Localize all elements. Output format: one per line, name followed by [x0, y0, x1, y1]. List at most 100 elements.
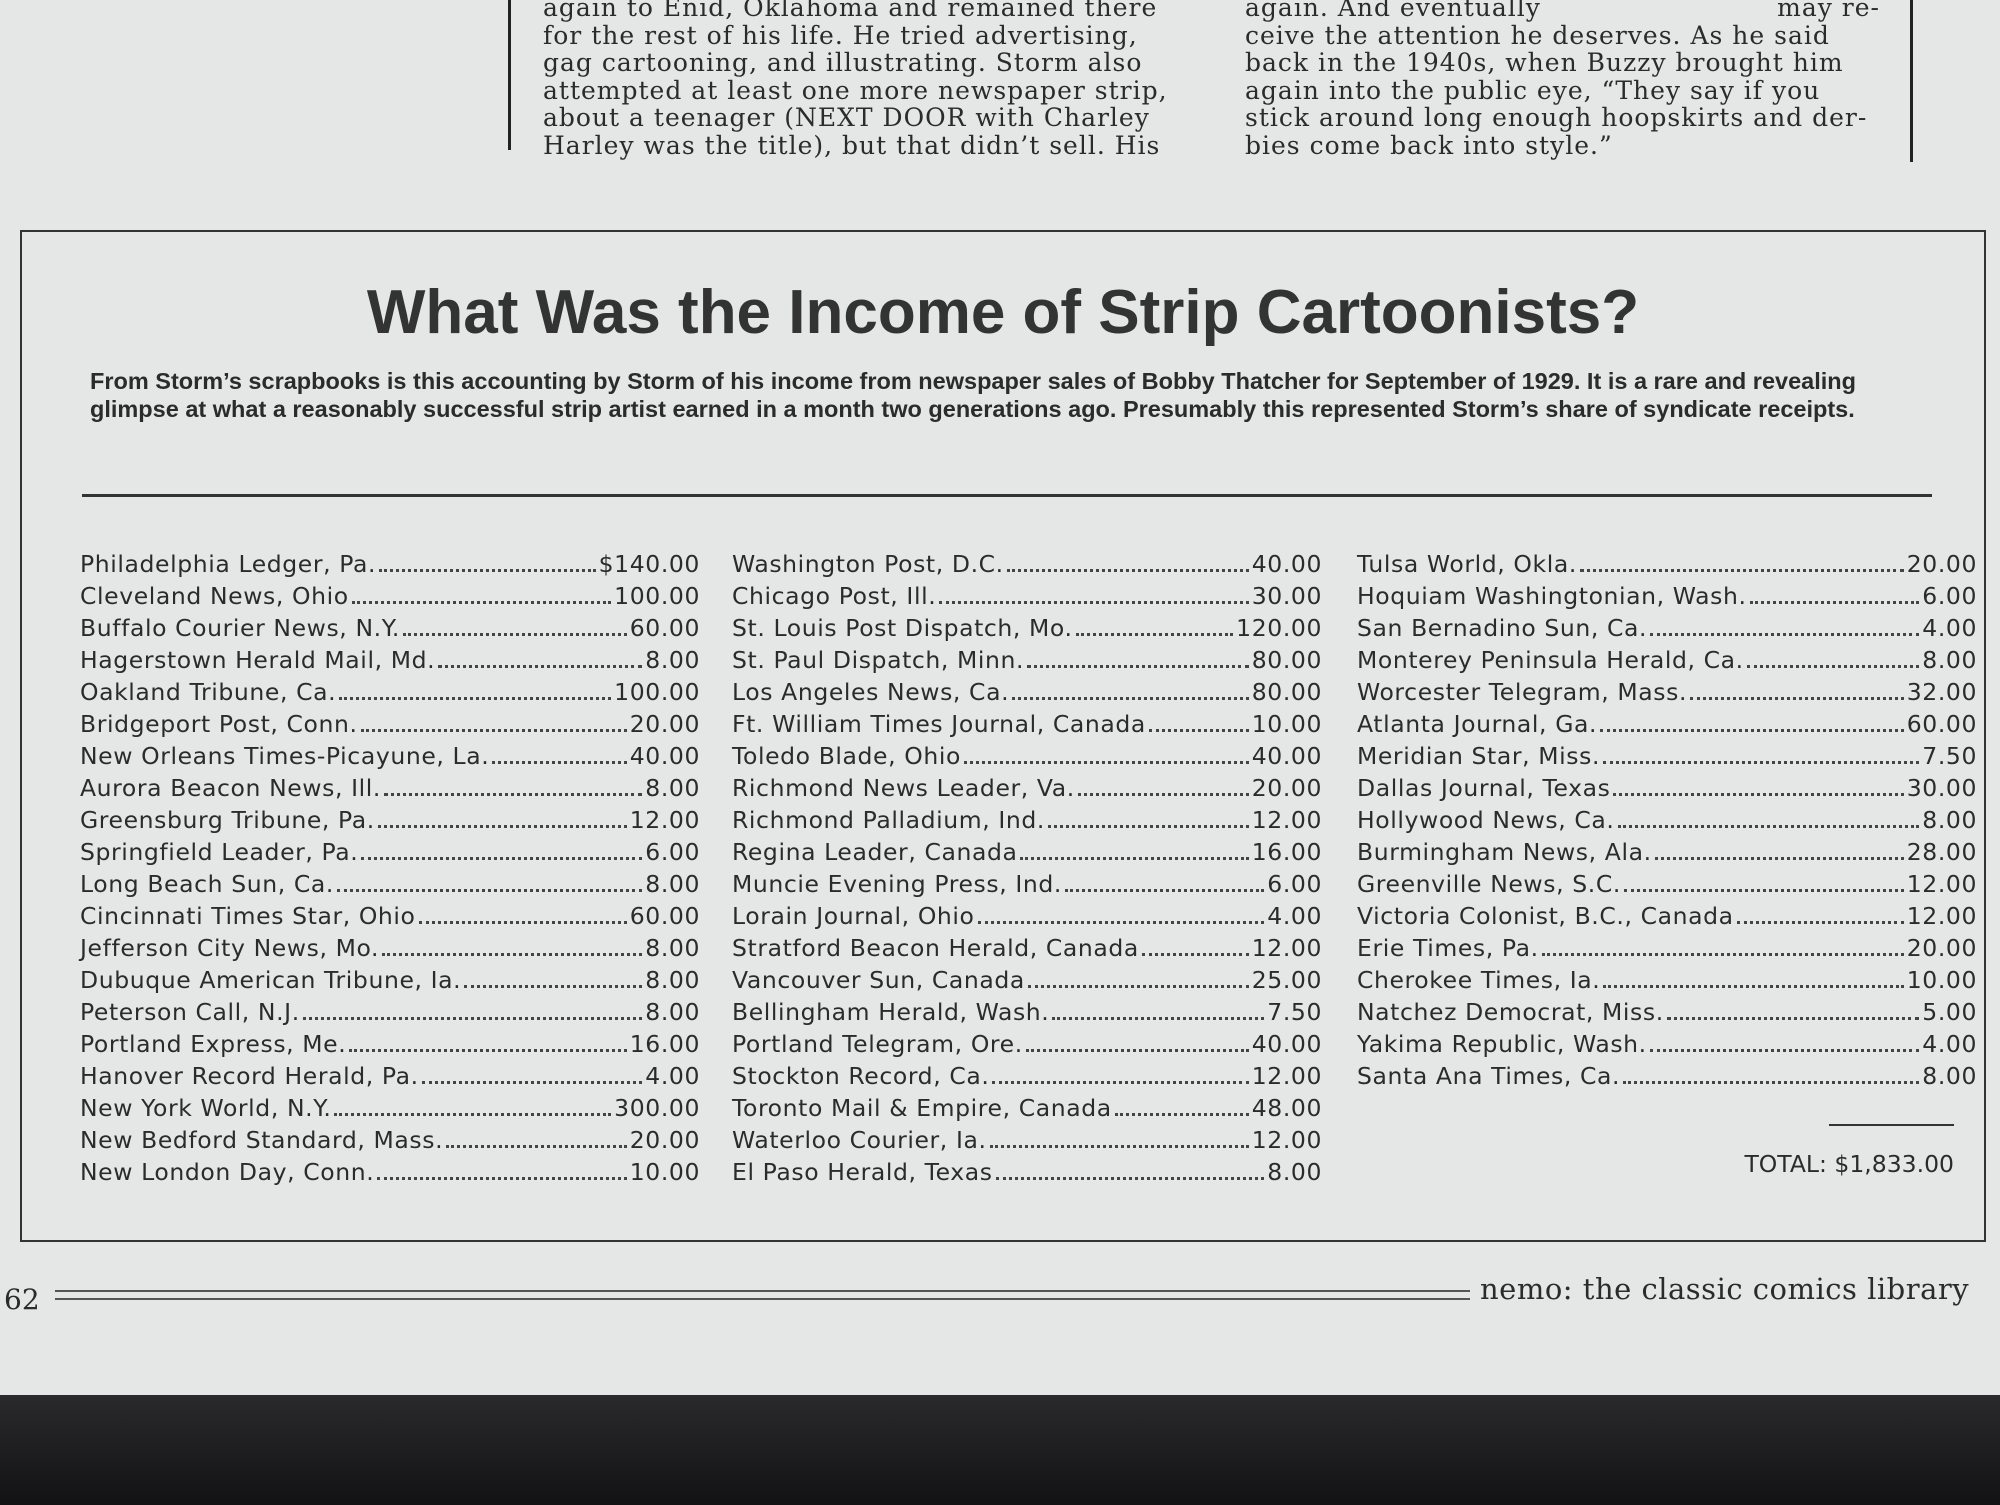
- newspaper-name: Victoria Colonist, B.C., Canada: [1357, 902, 1734, 930]
- text-segment: again into the public eye, “They say if …: [1245, 75, 1821, 105]
- income-row: Greenville News, S.C. 12.00: [1357, 870, 1977, 902]
- amount: 16.00: [629, 1030, 700, 1058]
- amount: 4.00: [1922, 1030, 1977, 1058]
- text-line: again to Enid, Oklahoma and remained the…: [543, 0, 1188, 22]
- amount: 60.00: [629, 614, 700, 642]
- amount: 30.00: [1906, 774, 1977, 802]
- income-row: Philadelphia Ledger, Pa. $140.00: [80, 550, 700, 582]
- text-line: back in the 1940s, when Buzzy brought hi…: [1245, 49, 1880, 77]
- income-row: New Orleans Times-Picayune, La. 40.00: [80, 742, 700, 774]
- amount: 6.00: [645, 838, 700, 866]
- newspaper-name: Lorain Journal, Ohio: [732, 902, 975, 930]
- income-row: Greensburg Tribune, Pa. 12.00: [80, 806, 700, 838]
- leader-dots: [382, 953, 643, 956]
- amount: 12.00: [1251, 1062, 1322, 1090]
- income-row: Hagerstown Herald Mail, Md. 8.00: [80, 646, 700, 678]
- income-row: Stratford Beacon Herald, Canada 12.00: [732, 934, 1322, 966]
- income-row: Cleveland News, Ohio 100.00: [80, 582, 700, 614]
- leader-dots: [1012, 697, 1249, 700]
- amount: 40.00: [1251, 1030, 1322, 1058]
- income-row: Victoria Colonist, B.C., Canada 12.00: [1357, 902, 1977, 934]
- column-rule: [1910, 0, 1913, 162]
- income-row: Richmond News Leader, Va. 20.00: [732, 774, 1322, 806]
- income-row: St. Paul Dispatch, Minn. 80.00: [732, 646, 1322, 678]
- amount: 30.00: [1251, 582, 1322, 610]
- newspaper-name: St. Louis Post Dispatch, Mo.: [732, 614, 1073, 642]
- leader-dots: [1027, 665, 1249, 668]
- leader-dots: [1746, 665, 1920, 668]
- text-segment: attempted at least one more newspaper st…: [543, 75, 1168, 105]
- article-column: again to Enid, Oklahoma and remained the…: [543, 0, 1188, 159]
- income-row: Washington Post, D.C. 40.00: [732, 550, 1322, 582]
- amount: 48.00: [1251, 1094, 1322, 1122]
- newspaper-name: Dallas Journal, Texas: [1357, 774, 1611, 802]
- newspaper-name: Greensburg Tribune, Pa.: [80, 806, 375, 834]
- newspaper-name: Regina Leader, Canada: [732, 838, 1018, 866]
- income-row: Natchez Democrat, Miss. 5.00: [1357, 998, 1977, 1030]
- income-row: Worcester Telegram, Mass. 32.00: [1357, 678, 1977, 710]
- leader-dots: [1579, 569, 1904, 572]
- income-row: Hoquiam Washingtonian, Wash. 6.00: [1357, 582, 1977, 614]
- newspaper-name: Greenville News, S.C.: [1357, 870, 1621, 898]
- text-line: attempted at least one more newspaper st…: [543, 75, 1188, 105]
- leader-dots: [1649, 1049, 1920, 1052]
- newspaper-name: Philadelphia Ledger, Pa.: [80, 550, 377, 578]
- newspaper-name: Jefferson City News, Mo.: [80, 934, 380, 962]
- newspaper-name: New Bedford Standard, Mass.: [80, 1126, 444, 1154]
- amount: 12.00: [1906, 870, 1977, 898]
- income-row: Springfield Leader, Pa. 6.00: [80, 838, 700, 870]
- text-line: stick around long enough hoopskirts and …: [1245, 104, 1880, 132]
- newspaper-name: Toledo Blade, Ohio: [732, 742, 961, 770]
- photo-shadow: [0, 1395, 2000, 1505]
- amount: 20.00: [629, 1126, 700, 1154]
- amount: 8.00: [645, 934, 700, 962]
- newspaper-name: Vancouver Sun, Canada: [732, 966, 1025, 994]
- newspaper-name: Hanover Record Herald, Pa.: [80, 1062, 419, 1090]
- income-row: Dallas Journal, Texas 30.00: [1357, 774, 1977, 806]
- newspaper-name: Erie Times, Pa.: [1357, 934, 1539, 962]
- amount: 12.00: [1251, 1126, 1322, 1154]
- amount: 8.00: [645, 646, 700, 674]
- newspaper-name: Aurora Beacon News, Ill.: [80, 774, 381, 802]
- income-row: New Bedford Standard, Mass. 20.00: [80, 1126, 700, 1158]
- amount: 300.00: [614, 1094, 700, 1122]
- text-line: gag cartooning, and illustrating. Storm …: [543, 49, 1188, 77]
- leader-dots: [1613, 793, 1904, 796]
- text-segment: ceive the attention he deserves. As he s…: [1245, 20, 1830, 50]
- leader-dots: [446, 1145, 627, 1148]
- income-column: Washington Post, D.C. 40.00 Chicago Post, …: [732, 550, 1322, 1190]
- amount: $140.00: [598, 550, 700, 578]
- divider: [82, 494, 1932, 497]
- amount: 40.00: [1251, 550, 1322, 578]
- amount: 4.00: [645, 1062, 700, 1090]
- leader-dots: [1114, 1113, 1249, 1116]
- leader-dots: [1623, 1081, 1920, 1084]
- income-row: Toronto Mail & Empire, Canada 48.00: [732, 1094, 1322, 1126]
- income-row: El Paso Herald, Texas 8.00: [732, 1158, 1322, 1190]
- amount: 10.00: [1906, 966, 1977, 994]
- income-row: Erie Times, Pa. 20.00: [1357, 934, 1977, 966]
- income-row: Waterloo Courier, Ia. 12.00: [732, 1126, 1322, 1158]
- leader-dots: [1541, 953, 1904, 956]
- income-row: Santa Ana Times, Ca. 8.00: [1357, 1062, 1977, 1094]
- leader-dots: [1623, 889, 1904, 892]
- income-row: Vancouver Sun, Canada 25.00: [732, 966, 1322, 998]
- leader-dots: [1141, 953, 1249, 956]
- leader-dots: [1666, 1017, 1920, 1020]
- newspaper-name: Hollywood News, Ca.: [1357, 806, 1615, 834]
- amount: 4.00: [1922, 614, 1977, 642]
- newspaper-name: Cherokee Times, Ia.: [1357, 966, 1601, 994]
- newspaper-name: Stockton Record, Ca.: [732, 1062, 990, 1090]
- income-column: Philadelphia Ledger, Pa. $140.00 Cleveland…: [80, 550, 700, 1190]
- income-row: Cincinnati Times Star, Ohio 60.00: [80, 902, 700, 934]
- leader-dots: [992, 1081, 1249, 1084]
- footer-rule: [55, 1290, 1470, 1300]
- amount: 12.00: [1251, 806, 1322, 834]
- income-row: Dubuque American Tribune, Ia. 8.00: [80, 966, 700, 998]
- leader-dots: [1749, 601, 1920, 604]
- income-row: Monterey Peninsula Herald, Ca. 8.00: [1357, 646, 1977, 678]
- newspaper-name: Washington Post, D.C.: [732, 550, 1004, 578]
- income-row: Tulsa World, Okla. 20.00: [1357, 550, 1977, 582]
- leader-dots: [1047, 825, 1249, 828]
- income-row: Richmond Palladium, Ind. 12.00: [732, 806, 1322, 838]
